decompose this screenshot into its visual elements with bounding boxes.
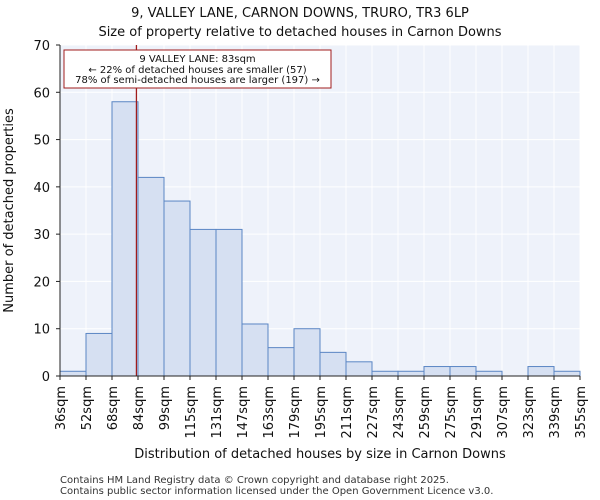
y-tick-label-40: 40	[33, 181, 50, 196]
x-tick-label-84sqm: 84sqm	[132, 386, 147, 430]
annotation-line-1: 9 VALLEY LANE: 83sqm	[139, 54, 255, 65]
x-tick-label-307sqm: 307sqm	[496, 386, 511, 439]
x-tick-label-131sqm: 131sqm	[210, 386, 225, 439]
bar-147sqm	[241, 323, 269, 377]
x-tick-label-259sqm: 259sqm	[418, 386, 433, 439]
bar-195sqm	[319, 351, 347, 377]
bar-243sqm	[397, 370, 425, 377]
chart-subtitle: Size of property relative to detached ho…	[98, 25, 501, 40]
bar-227sqm	[371, 370, 399, 377]
x-tick-label-275sqm: 275sqm	[444, 386, 459, 439]
y-tick-label-10: 10	[33, 323, 50, 338]
x-tick-label-355sqm: 355sqm	[574, 386, 589, 439]
x-tick-label-147sqm: 147sqm	[236, 386, 251, 439]
x-tick-label-339sqm: 339sqm	[548, 386, 563, 439]
y-tick-label-30: 30	[33, 228, 50, 243]
x-tick-label-195sqm: 195sqm	[314, 386, 329, 439]
bar-211sqm	[345, 361, 373, 377]
bar-323sqm	[527, 366, 555, 377]
footer-line-2: Contains public sector information licen…	[60, 486, 493, 497]
bar-291sqm	[475, 370, 503, 377]
bar-179sqm	[293, 328, 321, 377]
x-tick-label-99sqm: 99sqm	[158, 386, 173, 430]
axes	[56, 44, 581, 380]
x-tick-label-52sqm: 52sqm	[80, 386, 95, 430]
y-tick-labels: 0 10 20 30 40 50 60 70	[33, 39, 50, 385]
bar-131sqm	[215, 228, 243, 377]
x-axis-label: Distribution of detached houses by size …	[134, 447, 506, 462]
bar-275sqm	[449, 366, 477, 377]
x-tick-label-243sqm: 243sqm	[392, 386, 407, 439]
x-tick-label-179sqm: 179sqm	[288, 386, 303, 439]
bar-163sqm	[267, 347, 295, 377]
x-tick-label-68sqm: 68sqm	[106, 386, 121, 430]
x-tick-label-291sqm: 291sqm	[470, 386, 485, 439]
bar-339sqm	[553, 370, 581, 377]
y-tick-label-50: 50	[33, 134, 50, 149]
x-tick-label-323sqm: 323sqm	[522, 386, 537, 439]
y-tick-label-70: 70	[33, 39, 50, 54]
y-axis-label: Number of detached properties	[2, 108, 17, 313]
x-tick-label-227sqm: 227sqm	[366, 386, 381, 439]
bar-68sqm	[111, 101, 139, 377]
x-tick-label-36sqm: 36sqm	[54, 386, 69, 430]
y-tick-label-0: 0	[42, 370, 50, 385]
bar-115sqm	[189, 228, 217, 377]
bar-36sqm	[59, 370, 87, 377]
footer-line-1: Contains HM Land Registry data © Crown c…	[60, 475, 449, 486]
annotation-box: 9 VALLEY LANE: 83sqm ← 22% of detached h…	[63, 49, 332, 89]
annotation-line-2: ← 22% of detached houses are smaller (57…	[88, 65, 306, 76]
x-tick-label-211sqm: 211sqm	[340, 386, 355, 439]
x-tick-label-115sqm: 115sqm	[184, 386, 199, 439]
annotation-line-3: 78% of semi-detached houses are larger (…	[75, 75, 320, 86]
bar-259sqm	[423, 366, 451, 377]
bar-84sqm	[137, 176, 165, 377]
annotation-border	[63, 49, 332, 89]
x-tick-labels: 36sqm 52sqm 68sqm 84sqm 99sqm 115sqm 131sqm 147…	[54, 386, 589, 439]
y-tick-label-20: 20	[33, 275, 50, 290]
bars	[59, 101, 581, 377]
x-tick-label-163sqm: 163sqm	[262, 386, 277, 439]
chart-title: 9, VALLEY LANE, CARNON DOWNS, TRURO, TR3…	[131, 6, 469, 21]
bar-99sqm	[163, 200, 191, 377]
bar-52sqm	[85, 332, 113, 377]
y-tick-label-60: 60	[33, 86, 50, 101]
